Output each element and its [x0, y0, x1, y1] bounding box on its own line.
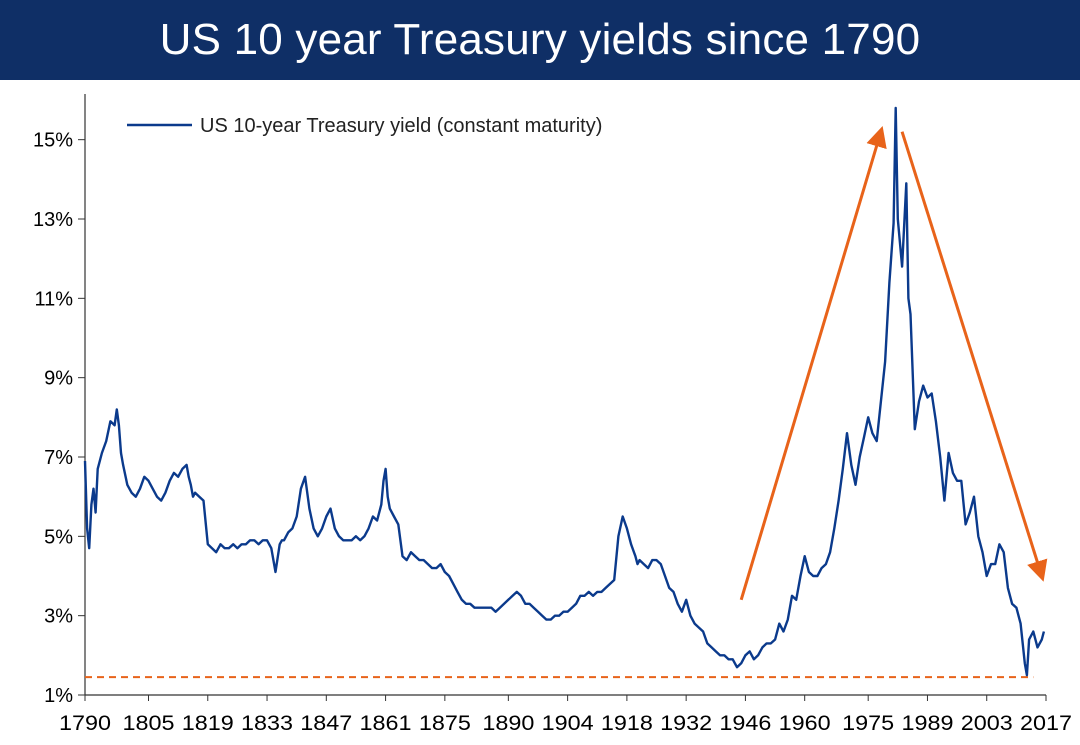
y-tick-label: 7%	[44, 447, 73, 469]
title-bar: US 10 year Treasury yields since 1790	[0, 0, 1080, 80]
y-tick-label: 5%	[44, 526, 73, 548]
ticks: 1% 3% 5% 7% 9% 11% 13% 15% 1790 1805 1819 1833 1847 1…	[33, 130, 1072, 735]
yield-chart: 1% 3% 5% 7% 9% 11% 13% 15% 1790 1805 1819 1833 1847 1…	[33, 94, 1072, 735]
x-tick-label: 1918	[601, 712, 653, 735]
x-tick-label: 1847	[300, 712, 352, 735]
series-line-10y-yield	[83, 106, 1046, 677]
x-tick-label: 1790	[59, 712, 111, 735]
x-tick-label: 1932	[660, 712, 712, 735]
x-tick-label: 2017	[1020, 712, 1072, 735]
annotations	[85, 125, 1048, 679]
legend: US 10-year Treasury yield (constant matu…	[127, 115, 602, 137]
trend-arrow-down	[900, 131, 1048, 582]
chart-title: US 10 year Treasury yields since 1790	[159, 15, 921, 64]
x-tick-label: 1890	[482, 712, 534, 735]
x-tick-label: 1805	[123, 712, 175, 735]
y-tick-label: 15%	[33, 130, 73, 152]
x-tick-label: 1975	[842, 712, 894, 735]
x-tick-label: 1989	[901, 712, 953, 735]
y-tick-label: 1%	[44, 685, 73, 707]
trend-arrow-up	[739, 125, 887, 601]
y-tick-label: 3%	[44, 606, 73, 628]
series	[83, 106, 1046, 677]
x-tick-label: 1904	[542, 712, 594, 735]
x-tick-label: 1875	[419, 712, 471, 735]
x-tick-label: 1833	[241, 712, 293, 735]
x-tick-label: 1960	[779, 712, 831, 735]
y-tick-label: 9%	[44, 368, 73, 390]
x-tick-label: 1861	[360, 712, 412, 735]
axes	[84, 94, 1046, 696]
legend-label: US 10-year Treasury yield (constant matu…	[200, 115, 602, 137]
x-tick-label: 2003	[961, 712, 1013, 735]
x-tick-label: 1946	[719, 712, 771, 735]
y-tick-label: 13%	[33, 209, 73, 231]
y-tick-label: 11%	[34, 288, 73, 310]
x-tick-label: 1819	[182, 712, 234, 735]
